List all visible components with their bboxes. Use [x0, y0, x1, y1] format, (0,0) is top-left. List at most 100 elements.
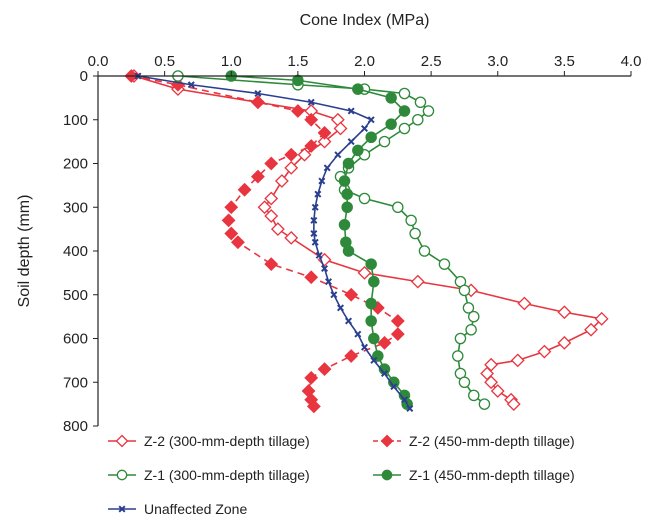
legend-item: Z-1 (450-mm-depth tillage) [373, 467, 575, 483]
data-point [557, 335, 572, 350]
data-point [594, 311, 609, 326]
x-tick-label: 0.0 [88, 53, 109, 70]
data-point [347, 138, 355, 146]
data-point [345, 317, 353, 325]
data-point [292, 74, 304, 87]
data-point [314, 190, 322, 198]
series-1 [127, 69, 609, 412]
data-point [325, 278, 333, 286]
data-point [187, 81, 195, 89]
data-point [342, 157, 355, 170]
data-point [264, 209, 279, 223]
data-point [297, 147, 312, 162]
data-point [311, 238, 319, 246]
data-point [365, 297, 377, 310]
data-point [438, 258, 451, 270]
data-point [254, 89, 262, 98]
data-point [358, 192, 371, 205]
data-point [368, 332, 380, 345]
y-tick-label: 100 [63, 112, 88, 129]
data-point [510, 353, 525, 368]
data-point [392, 201, 404, 213]
data-point [334, 151, 342, 159]
data-point [370, 356, 378, 364]
y-axis: 0 100 200 300 400 500 600 700 800 [63, 68, 99, 435]
data-point [341, 188, 353, 200]
data-point [347, 107, 355, 115]
data-point [237, 182, 252, 197]
data-point [462, 302, 475, 314]
data-point [341, 201, 353, 213]
data-point [458, 284, 471, 297]
legend-label: Unaffected Zone [144, 501, 247, 517]
data-point [344, 287, 359, 302]
data-point [400, 396, 408, 404]
data-point [367, 116, 375, 124]
data-point [360, 124, 369, 133]
data-point [317, 125, 332, 140]
y-tick-label: 600 [63, 331, 88, 348]
x-tick-label: 3.5 [554, 53, 575, 70]
data-point [452, 350, 464, 362]
data-point [250, 95, 265, 110]
data-point [454, 332, 467, 345]
data-point [412, 114, 424, 126]
data-point [323, 164, 331, 172]
x-tick-label: 4.0 [621, 53, 642, 70]
y-tick-label: 0 [80, 68, 88, 85]
data-point [304, 139, 319, 153]
legend-swatch-marker [116, 469, 128, 481]
legend-swatch-marker [380, 434, 394, 448]
y-tick-label: 700 [63, 374, 88, 391]
series-5 [134, 72, 414, 413]
data-point [290, 104, 305, 118]
data-point [307, 98, 315, 106]
legend-swatch-marker [115, 434, 129, 448]
data-point [257, 200, 272, 215]
data-point [317, 362, 332, 377]
data-point [409, 227, 421, 240]
y-tick-label: 200 [63, 156, 88, 173]
data-point [352, 83, 364, 95]
data-point [318, 177, 326, 185]
data-point [385, 92, 397, 104]
x-tick-label: 2.5 [421, 53, 442, 70]
data-point [506, 397, 521, 412]
data-point [224, 226, 239, 241]
data-point [517, 296, 532, 311]
legend-swatch-marker [118, 505, 126, 513]
data-point [342, 245, 355, 257]
data-point [537, 344, 552, 359]
legend-label: Z-1 (300-mm-depth tillage) [144, 467, 310, 483]
data-point [414, 96, 427, 109]
legend-swatch-marker [381, 469, 393, 481]
data-point [405, 214, 417, 227]
legend-item: Z-2 (300-mm-depth tillage) [108, 433, 310, 449]
data-point [490, 384, 505, 398]
data-point [380, 369, 388, 378]
data-point [310, 216, 318, 224]
series-line [131, 75, 399, 407]
data-point [398, 105, 411, 117]
legend-item: Unaffected Zone [108, 501, 247, 517]
data-point [354, 330, 362, 338]
data-point [317, 134, 332, 149]
data-point [321, 264, 329, 273]
series-3 [172, 70, 491, 410]
data-point [264, 257, 279, 272]
data-point [398, 87, 411, 100]
data-point [365, 131, 377, 143]
data-point [264, 156, 279, 171]
data-point [250, 169, 265, 184]
y-tick-label: 800 [63, 418, 88, 435]
data-point [270, 222, 285, 237]
data-point [398, 122, 411, 135]
data-point [310, 229, 318, 238]
data-point [344, 349, 359, 363]
data-point [284, 230, 299, 245]
data-point [264, 191, 279, 206]
data-point [557, 305, 572, 320]
y-axis-title: Soil depth (mm) [16, 195, 33, 308]
data-point [584, 322, 598, 337]
